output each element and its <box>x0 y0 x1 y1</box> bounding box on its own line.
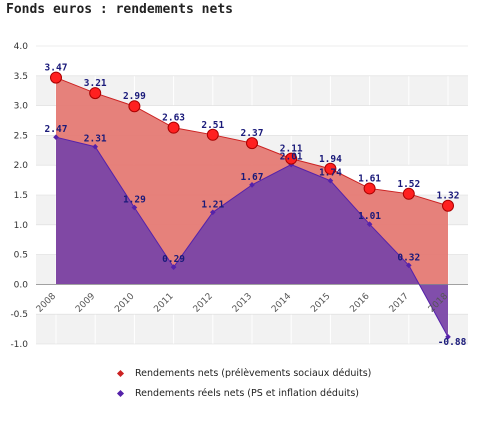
data-label-net: 1.52 <box>397 179 420 190</box>
legend-marker-net <box>116 369 125 378</box>
chart-title: Fonds euros : rendements nets <box>6 2 233 17</box>
data-label-net: 2.37 <box>241 128 264 139</box>
area-real <box>56 137 448 337</box>
y-tick-label: 1.5 <box>14 191 28 201</box>
data-point-net <box>246 137 258 150</box>
legend-label-net: Rendements nets (prélèvements sociaux dé… <box>135 368 372 379</box>
data-label-net: 1.61 <box>358 173 381 184</box>
y-tick-label: 0.0 <box>14 280 29 290</box>
data-point-net <box>442 199 454 212</box>
data-point-net <box>402 187 415 200</box>
data-label-net: 1.94 <box>319 154 342 165</box>
data-label-real: 0.32 <box>397 252 420 263</box>
y-tick-label: -1.0 <box>10 340 28 350</box>
data-point-net <box>285 152 298 165</box>
data-label-real: 1.21 <box>201 199 224 210</box>
data-point-real <box>445 334 451 340</box>
data-point-real <box>327 177 334 184</box>
y-tick-label: 3.0 <box>14 102 29 112</box>
legend-marker-real <box>116 389 125 398</box>
data-label-net: 3.21 <box>84 78 107 89</box>
data-point-real <box>405 262 412 269</box>
y-tick-label: 3.5 <box>14 72 28 82</box>
data-point-real <box>249 182 255 188</box>
data-label-net: 2.63 <box>162 113 185 124</box>
data-point-net <box>128 100 141 113</box>
y-tick-label: 4.0 <box>14 42 29 52</box>
data-point-real <box>170 264 177 270</box>
y-tick-label: 1.0 <box>14 221 29 231</box>
data-label-real: 1.01 <box>358 211 381 222</box>
data-point-real <box>92 143 99 150</box>
data-point-net <box>167 121 180 134</box>
data-point-net <box>363 182 376 195</box>
data-label-real: 0.29 <box>162 254 185 265</box>
data-label-real: 2.31 <box>84 134 107 145</box>
data-point-net <box>324 162 337 175</box>
data-label-real: 1.74 <box>319 168 342 179</box>
data-label-net: 3.47 <box>45 63 68 74</box>
data-point-real <box>366 221 373 228</box>
data-label-net: 2.51 <box>201 120 224 131</box>
data-point-real <box>131 204 138 211</box>
data-point-net <box>89 87 102 100</box>
legend: Rendements nets (prélèvements sociaux dé… <box>116 368 372 399</box>
legend-label-real: Rendements réels nets (PS et inflation d… <box>135 388 359 399</box>
y-tick-label: -0.5 <box>10 310 28 320</box>
legend-item-real: Rendements réels nets (PS et inflation d… <box>116 388 371 399</box>
data-label-real: 2.01 <box>280 152 303 163</box>
y-tick-label: 2.0 <box>14 161 29 171</box>
data-label-real: 1.67 <box>241 172 264 183</box>
data-label-real: 1.29 <box>123 195 146 206</box>
data-label-net: 2.11 <box>280 144 303 155</box>
data-label-net: 1.32 <box>437 191 460 202</box>
y-tick-label: 0.5 <box>14 251 28 261</box>
legend-item-net: Rendements nets (prélèvements sociaux dé… <box>116 368 372 379</box>
data-label-real: 2.47 <box>45 124 68 135</box>
data-point-net <box>206 128 219 141</box>
y-tick-label: 2.5 <box>14 131 28 141</box>
data-point-net <box>50 71 62 84</box>
data-point-real <box>209 209 216 216</box>
data-label-real: -0.88 <box>438 337 467 348</box>
data-label-net: 2.99 <box>123 91 146 102</box>
